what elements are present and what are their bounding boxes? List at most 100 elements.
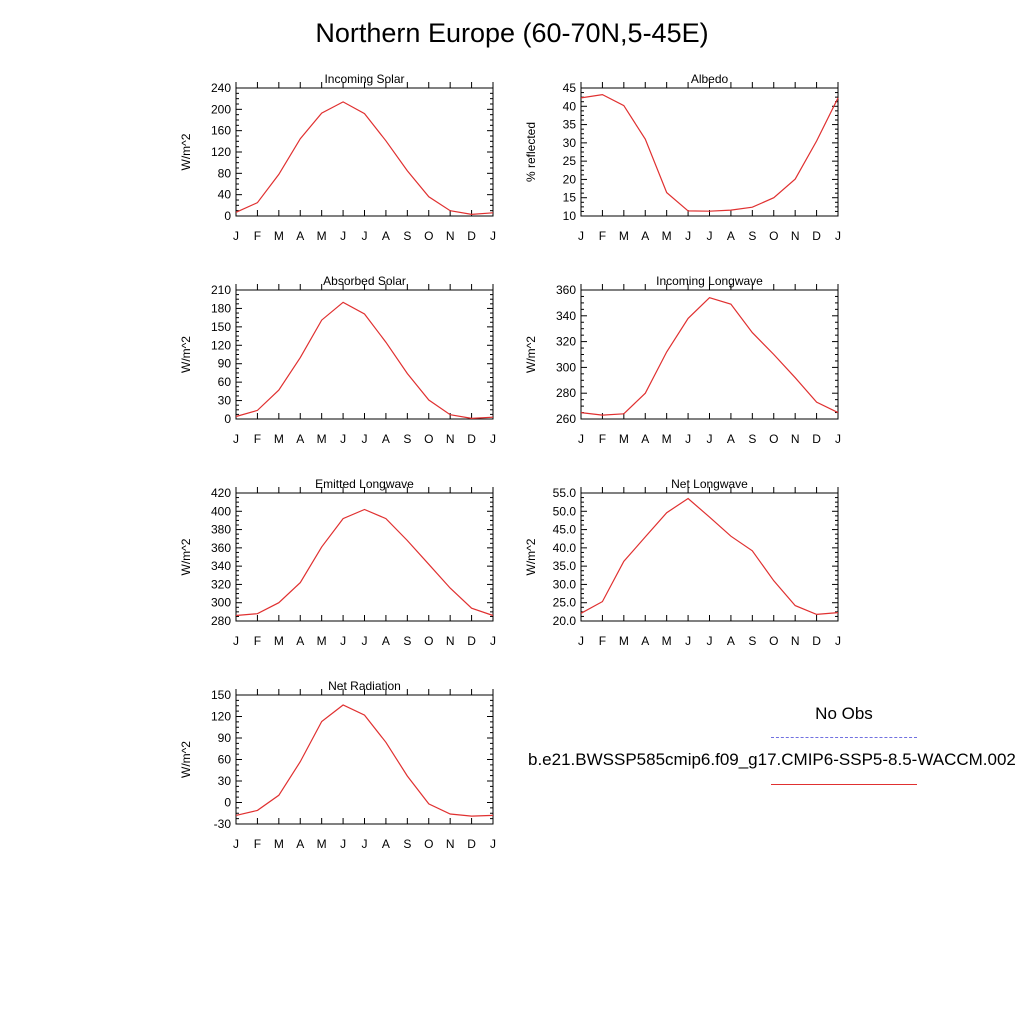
x-tick-label: N xyxy=(791,432,800,446)
x-tick-label: J xyxy=(233,634,239,648)
y-tick-label: 90 xyxy=(218,731,232,745)
x-tick-label: J xyxy=(707,432,713,446)
x-tick-label: J xyxy=(362,432,368,446)
x-tick-label: F xyxy=(254,634,261,648)
y-tick-label: 25 xyxy=(563,154,577,168)
x-tick-label: A xyxy=(727,634,735,648)
x-tick-label: A xyxy=(641,229,649,243)
y-tick-label: 120 xyxy=(211,710,231,724)
y-tick-label: 160 xyxy=(211,124,231,138)
x-tick-label: M xyxy=(317,634,327,648)
y-tick-label: 360 xyxy=(556,283,576,297)
plot-frame xyxy=(580,492,839,622)
y-axis-label: W/m^2 xyxy=(179,538,193,575)
y-axis-label: W/m^2 xyxy=(179,133,193,170)
y-tick-label: 340 xyxy=(556,309,576,323)
x-tick-label: D xyxy=(467,432,476,446)
y-tick-label: 300 xyxy=(211,596,231,610)
x-tick-label: J xyxy=(490,837,496,851)
x-tick-label: J xyxy=(835,432,841,446)
panel-absorbed-solar: Absorbed Solar W/m^2 0 30 60 90 120 150 180 210 J F… xyxy=(179,274,496,446)
y-tick-label: 0 xyxy=(224,796,231,810)
plot-frame xyxy=(580,87,839,217)
y-tick-label: 280 xyxy=(556,386,576,400)
x-tick-label: A xyxy=(296,837,304,851)
x-tick-label: M xyxy=(619,432,629,446)
x-tick-label: J xyxy=(233,432,239,446)
series-line xyxy=(235,301,494,420)
x-tick-label: A xyxy=(382,634,390,648)
series-line xyxy=(235,101,494,216)
panel-title: Net Radiation xyxy=(328,679,401,693)
legend-obs-line xyxy=(771,737,917,738)
x-tick-label: J xyxy=(685,634,691,648)
y-tick-label: -30 xyxy=(214,817,232,831)
y-tick-label: 200 xyxy=(211,102,231,116)
x-tick-label: O xyxy=(424,634,433,648)
x-tick-label: J xyxy=(362,837,368,851)
y-tick-label: 45 xyxy=(563,81,577,95)
x-tick-label: O xyxy=(769,229,778,243)
x-tick-label: M xyxy=(274,837,284,851)
x-tick-label: J xyxy=(490,634,496,648)
x-tick-label: M xyxy=(619,229,629,243)
x-tick-label: J xyxy=(707,229,713,243)
x-tick-label: J xyxy=(578,634,584,648)
x-tick-label: N xyxy=(791,634,800,648)
y-tick-label: 240 xyxy=(211,81,231,95)
y-tick-label: 120 xyxy=(211,338,231,352)
x-tick-label: M xyxy=(317,229,327,243)
x-tick-label: A xyxy=(382,229,390,243)
x-tick-label: S xyxy=(748,634,756,648)
y-tick-label: 180 xyxy=(211,301,231,315)
plot-frame xyxy=(235,492,494,622)
x-tick-label: J xyxy=(578,229,584,243)
x-tick-label: S xyxy=(403,837,411,851)
panel-incoming-longwave: Incoming Longwave W/m^2 260 280 300 320 340 360… xyxy=(524,274,841,446)
x-tick-label: F xyxy=(599,634,606,648)
y-tick-label: 15 xyxy=(563,191,577,205)
x-tick-label: O xyxy=(769,432,778,446)
x-tick-label: A xyxy=(382,837,390,851)
series-line xyxy=(580,497,839,616)
y-tick-label: 25.0 xyxy=(553,596,577,610)
y-tick-label: 120 xyxy=(211,145,231,159)
x-tick-label: N xyxy=(446,634,455,648)
legend-model-label: b.e21.BWSSP585cmip6.f09_g17.CMIP6-SSP5-8… xyxy=(528,750,1016,769)
y-tick-label: 20.0 xyxy=(553,614,577,628)
x-tick-label: M xyxy=(317,837,327,851)
x-tick-label: J xyxy=(340,432,346,446)
x-tick-label: A xyxy=(727,432,735,446)
y-tick-label: 30 xyxy=(218,774,232,788)
panel-title: Incoming Solar xyxy=(324,72,404,86)
x-tick-label: J xyxy=(685,229,691,243)
x-tick-label: S xyxy=(748,432,756,446)
x-tick-label: N xyxy=(446,432,455,446)
x-tick-label: A xyxy=(382,432,390,446)
y-tick-label: 55.0 xyxy=(553,486,577,500)
plot-frame xyxy=(580,289,839,420)
y-tick-label: 10 xyxy=(563,209,577,223)
y-tick-label: 60 xyxy=(218,753,232,767)
x-tick-label: M xyxy=(274,229,284,243)
x-tick-label: A xyxy=(641,432,649,446)
plot-frame xyxy=(235,289,494,420)
x-tick-label: A xyxy=(296,229,304,243)
plot-frame xyxy=(235,694,494,825)
x-tick-label: M xyxy=(317,432,327,446)
x-tick-label: M xyxy=(274,432,284,446)
y-tick-label: 20 xyxy=(563,172,577,186)
x-tick-label: A xyxy=(296,432,304,446)
y-tick-label: 210 xyxy=(211,283,231,297)
x-tick-label: F xyxy=(254,229,261,243)
panel-title: Net Longwave xyxy=(671,477,748,491)
y-tick-label: 150 xyxy=(211,320,231,334)
x-tick-label: S xyxy=(403,432,411,446)
x-tick-label: O xyxy=(424,837,433,851)
panel-net-longwave: Net Longwave W/m^2 20.0 25.0 30.0 35.0 40.0 45.… xyxy=(524,477,841,648)
x-tick-label: A xyxy=(641,634,649,648)
x-tick-label: J xyxy=(340,229,346,243)
y-tick-label: 320 xyxy=(556,335,576,349)
